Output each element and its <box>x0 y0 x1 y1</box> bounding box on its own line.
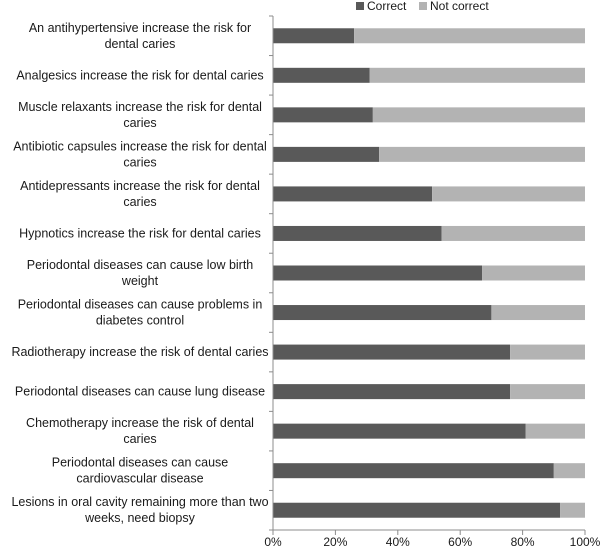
category-label-2: Muscle relaxants increase the risk for d… <box>18 100 262 130</box>
bar-correct-0 <box>273 28 355 44</box>
legend-swatch-correct <box>356 2 364 10</box>
bar-not-correct-9 <box>510 384 585 400</box>
category-label-line: caries <box>123 195 156 209</box>
category-label-line: An antihypertensive increase the risk fo… <box>29 21 251 35</box>
category-label-line: Lesions in oral cavity remaining more th… <box>11 495 268 509</box>
category-label-line: Muscle relaxants increase the risk for d… <box>18 100 262 114</box>
x-tick-label: 100% <box>570 535 600 548</box>
category-label-3: Antibiotic capsules increase the risk fo… <box>13 139 267 169</box>
category-label-10: Chemotherapy increase the risk of dental… <box>26 416 254 446</box>
bar-correct-4 <box>273 186 433 202</box>
category-label-1: Analgesics increase the risk for dental … <box>16 68 263 82</box>
category-label-8: Radiotherapy increase the risk of dental… <box>11 345 268 359</box>
x-tick-label: 80% <box>511 535 535 548</box>
x-tick-label: 40% <box>386 535 410 548</box>
legend-label-correct: Correct <box>367 0 407 13</box>
category-label-line: Periodontal diseases can cause <box>52 456 229 470</box>
category-labels: An antihypertensive increase the risk fo… <box>11 21 268 525</box>
bar-not-correct-5 <box>441 225 585 241</box>
legend: Correct Not correct <box>356 0 489 13</box>
category-label-7: Periodontal diseases can cause problems … <box>18 298 263 328</box>
bar-not-correct-7 <box>491 305 585 321</box>
bar-correct-6 <box>273 265 483 281</box>
category-label-line: cardiovascular disease <box>76 472 203 486</box>
bar-not-correct-12 <box>560 502 585 518</box>
category-label-line: Periodontal diseases can cause lung dise… <box>15 385 265 399</box>
bar-not-correct-3 <box>379 146 585 162</box>
category-label-line: dental caries <box>105 37 176 51</box>
category-label-11: Periodontal diseases can cause cardiovasc… <box>52 456 229 486</box>
bar-correct-7 <box>273 305 492 321</box>
x-axis: 0% 20% 40% 60% 80% 100% <box>264 15 600 548</box>
bar-not-correct-11 <box>553 463 585 479</box>
x-tick-label: 60% <box>448 535 472 548</box>
bar-correct-8 <box>273 344 511 360</box>
bar-not-correct-2 <box>372 107 585 123</box>
bar-not-correct-6 <box>482 265 585 281</box>
bar-correct-2 <box>273 107 373 123</box>
bar-not-correct-1 <box>369 67 585 83</box>
bar-not-correct-4 <box>432 186 585 202</box>
category-label-line: weight <box>121 274 159 288</box>
category-label-line: Antidepressants increase the risk for de… <box>20 179 260 193</box>
bar-correct-3 <box>273 146 380 162</box>
category-label-line: caries <box>123 116 156 130</box>
category-label-6: Periodontal diseases can cause low birth… <box>27 258 254 288</box>
legend-swatch-not-correct <box>419 2 427 10</box>
bar-not-correct-8 <box>510 344 585 360</box>
bar-correct-12 <box>273 502 561 518</box>
category-label-line: Radiotherapy increase the risk of dental… <box>11 345 268 359</box>
category-label-line: Periodontal diseases can cause low birth <box>27 258 254 272</box>
bar-not-correct-10 <box>525 423 585 439</box>
bar-correct-11 <box>273 463 554 479</box>
x-tick-label: 0% <box>264 535 282 548</box>
bar-correct-1 <box>273 67 370 83</box>
bars <box>273 28 585 518</box>
category-label-line: Analgesics increase the risk for dental … <box>16 68 263 82</box>
category-label-0: An antihypertensive increase the risk fo… <box>29 21 251 51</box>
category-label-5: Hypnotics increase the risk for dental c… <box>19 226 261 240</box>
category-label-12: Lesions in oral cavity remaining more th… <box>11 495 268 525</box>
category-label-line: caries <box>123 432 156 446</box>
category-label-line: Chemotherapy increase the risk of dental <box>26 416 254 430</box>
category-label-line: Periodontal diseases can cause problems … <box>18 298 263 312</box>
bar-correct-5 <box>273 225 442 241</box>
bar-correct-9 <box>273 384 511 400</box>
category-label-line: weeks, need biopsy <box>84 511 196 525</box>
bar-correct-10 <box>273 423 526 439</box>
category-label-line: Antibiotic capsules increase the risk fo… <box>13 139 267 153</box>
category-label-line: caries <box>123 155 156 169</box>
x-tick-label: 20% <box>323 535 347 548</box>
bar-not-correct-0 <box>354 28 585 44</box>
category-label-4: Antidepressants increase the risk for de… <box>20 179 260 209</box>
category-label-line: Hypnotics increase the risk for dental c… <box>19 226 261 240</box>
category-label-9: Periodontal diseases can cause lung dise… <box>15 385 265 399</box>
legend-label-not-correct: Not correct <box>430 0 489 13</box>
category-label-line: diabetes control <box>96 314 184 328</box>
